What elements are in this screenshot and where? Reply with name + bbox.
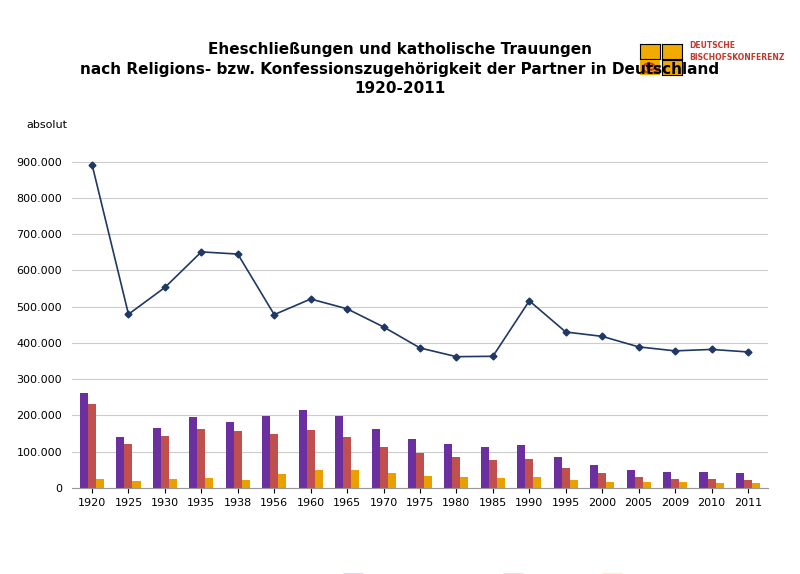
Bar <box>387 474 395 488</box>
Bar <box>671 479 679 488</box>
Bar <box>453 457 461 488</box>
Bar <box>278 474 286 488</box>
Text: nach Religions- bzw. Konfessionszugehörigkeit der Partner in Deutschland: nach Religions- bzw. Konfessionszugehöri… <box>81 63 719 77</box>
Legend: Eheschließungen insgesamt, Trauungen insgesamt, kath./kath., kath./sonst.: Eheschließungen insgesamt, Trauungen ins… <box>143 569 697 574</box>
Bar <box>518 445 526 488</box>
Bar <box>461 476 469 488</box>
Bar <box>298 410 306 488</box>
Bar <box>379 447 387 488</box>
Bar <box>234 430 242 488</box>
Bar <box>117 437 125 488</box>
Bar <box>153 428 161 488</box>
Bar <box>198 429 206 488</box>
Text: 1920-2011: 1920-2011 <box>354 82 446 96</box>
Bar <box>598 474 606 488</box>
Bar <box>562 468 570 488</box>
Bar <box>679 483 687 488</box>
Bar <box>707 479 715 488</box>
Bar <box>416 453 424 488</box>
Bar <box>408 439 416 488</box>
Bar <box>626 470 634 488</box>
Bar <box>736 474 744 488</box>
Bar <box>80 393 88 488</box>
Bar <box>752 483 760 488</box>
Text: Eheschließungen und katholische Trauungen: Eheschließungen und katholische Trauunge… <box>208 42 592 57</box>
Bar <box>125 444 133 488</box>
Bar <box>169 479 177 488</box>
Bar <box>351 470 359 488</box>
Bar <box>715 483 723 488</box>
Bar <box>526 459 534 488</box>
Bar <box>226 422 234 488</box>
Bar <box>371 429 379 488</box>
Bar <box>270 433 278 488</box>
Bar <box>634 478 642 488</box>
Bar <box>190 417 198 488</box>
Bar <box>262 417 270 488</box>
Bar <box>133 482 141 488</box>
Bar <box>445 444 453 488</box>
Bar <box>481 447 489 488</box>
Bar <box>744 480 752 488</box>
Bar <box>206 478 214 488</box>
Bar <box>424 476 432 488</box>
Bar <box>699 472 707 488</box>
Bar <box>534 478 542 488</box>
Bar <box>242 480 250 488</box>
Bar <box>570 480 578 488</box>
Text: DEUTSCHE
BISCHOFSKONFERENZ: DEUTSCHE BISCHOFSKONFERENZ <box>689 41 784 62</box>
Bar <box>590 466 598 488</box>
Bar <box>314 471 322 488</box>
Bar <box>88 404 96 488</box>
Bar <box>161 436 169 488</box>
Bar <box>343 437 351 488</box>
Bar <box>489 460 497 488</box>
Bar <box>306 429 314 488</box>
Bar <box>497 478 505 488</box>
Text: absolut: absolut <box>26 120 68 130</box>
Bar <box>96 479 104 488</box>
Bar <box>606 482 614 488</box>
Bar <box>663 472 671 488</box>
Bar <box>335 417 343 488</box>
Bar <box>642 482 650 488</box>
Bar <box>554 457 562 488</box>
